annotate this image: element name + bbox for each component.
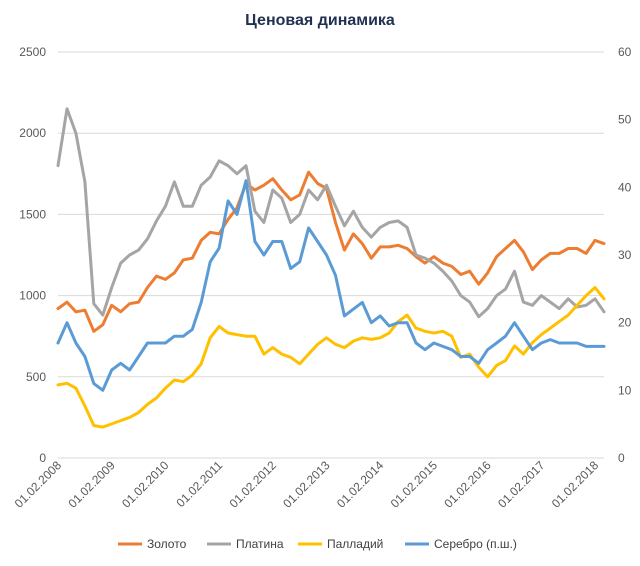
legend-label: Платина [236,537,284,551]
right-axis-tick-label: 20 [618,316,632,330]
right-axis-tick-label: 0 [618,451,625,465]
series-layer [56,107,606,429]
x-axis-tick-label: 01.02.2017 [495,458,548,511]
series-line-3 [56,179,606,392]
x-axis-tick-label: 01.02.2009 [65,458,118,511]
x-axis-tick-label: 01.02.2012 [227,458,280,511]
x-axis-tick-label: 01.02.2011 [173,458,225,510]
left-axis-tick-label: 500 [26,370,46,384]
gridlines [58,51,604,459]
series-line-0 [56,170,606,333]
series-line-2 [56,286,606,429]
x-axis-tick-label: 01.02.2013 [280,458,333,511]
series-line-1 [56,107,606,319]
legend-label: Серебро (п.ш.) [434,537,517,551]
right-axis-tick-label: 60 [618,45,632,59]
right-axis-tick-label: 30 [618,248,632,262]
x-axis-tick-label: 01.02.2008 [12,458,65,511]
right-axis-tick-label: 50 [618,113,632,127]
legend-label: Золото [147,537,187,551]
right-axis-tick-label: 40 [618,180,632,194]
legend: Золото Платина Палладий Серебро (п.ш.) [118,537,517,551]
right-axis-tick-label: 10 [618,383,632,397]
legend-label: Палладий [327,537,383,551]
x-axis-tick-label: 01.02.2014 [334,458,387,511]
x-axis-tick-label: 01.02.2010 [119,458,172,511]
right-axis: 0 10 20 30 40 50 60 [618,45,632,465]
left-axis: 0 500 1000 1500 2000 2500 [19,45,46,465]
left-axis-tick-label: 1500 [19,207,46,221]
x-axis-tick-label: 01.02.2018 [549,458,602,511]
chart-title: Ценовая динамика [245,12,395,29]
left-axis-tick-label: 2500 [19,45,46,59]
x-axis-tick-label: 01.02.2015 [388,458,441,511]
left-axis-tick-label: 1000 [19,289,46,303]
x-axis-tick-label: 01.02.2016 [441,458,494,511]
x-axis: 01.02.2008 01.02.2009 01.02.2010 01.02.2011… [12,458,602,511]
left-axis-tick-label: 2000 [19,126,46,140]
left-axis-tick-label: 0 [39,451,46,465]
